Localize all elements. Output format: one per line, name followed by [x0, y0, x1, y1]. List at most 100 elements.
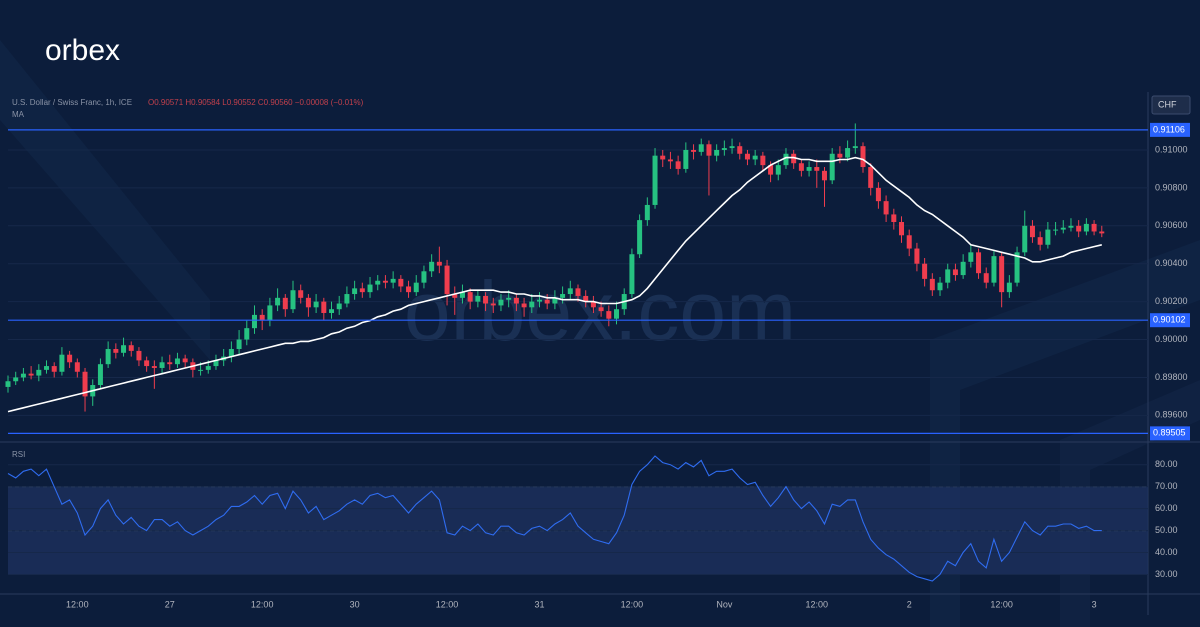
candle-body [891, 214, 897, 223]
candle-body [375, 280, 381, 285]
candle-body [698, 144, 704, 152]
candle-body [1060, 227, 1066, 230]
candle-body [1029, 225, 1035, 238]
candle-body [775, 165, 781, 175]
candle-body [390, 278, 396, 283]
candle-body [121, 345, 127, 353]
candle-body [1083, 223, 1089, 232]
y-tick-label: 0.89600 [1155, 410, 1188, 420]
candle-body [899, 222, 905, 236]
level-label: 0.89505 [1153, 428, 1186, 438]
candle-body [860, 146, 866, 168]
candle-body [167, 362, 173, 365]
candle-body [829, 153, 835, 181]
candle-body [845, 148, 851, 158]
candle-body [51, 366, 57, 372]
candle-body [821, 170, 827, 181]
candle-body [752, 155, 758, 160]
x-tick-label: 12:00 [806, 599, 829, 609]
x-tick-label: Nov [716, 599, 733, 609]
candle-body [151, 366, 157, 368]
candle-body [536, 299, 542, 302]
candle-body [868, 167, 874, 188]
candle-body [452, 294, 458, 298]
candle-body [352, 288, 358, 295]
level-label-box [1150, 313, 1190, 328]
x-tick-label: 12:00 [66, 599, 89, 609]
candle-body [59, 354, 65, 372]
candle-body [1014, 252, 1020, 283]
currency: CHF [1158, 99, 1177, 109]
candle-body [82, 371, 88, 397]
decor [0, 40, 210, 360]
brand-logo: orbex [45, 34, 120, 67]
candle-body [267, 305, 273, 321]
candle-body [544, 299, 550, 304]
candle-body [20, 373, 26, 378]
symbol-title: U.S. Dollar / Swiss Franc, 1h, ICE [12, 98, 132, 107]
x-tick-label: 31 [534, 599, 544, 609]
y-tick-label: 30.00 [1155, 569, 1178, 579]
candle-body [706, 144, 712, 156]
candle-body [421, 271, 427, 283]
candle-body [837, 153, 843, 158]
candle-body [729, 146, 735, 149]
candle-body [583, 295, 589, 302]
candle-body [74, 362, 80, 372]
candle-body [1022, 225, 1028, 253]
candle-body [814, 167, 820, 171]
candle-body [714, 149, 720, 156]
x-tick-label: 2 [907, 599, 912, 609]
candle-body [691, 149, 697, 152]
candle-body [914, 248, 920, 264]
candle-body [667, 159, 673, 162]
candle-body [560, 294, 566, 298]
candle-body [382, 280, 388, 283]
level-label-box [1150, 426, 1190, 441]
y-tick-label: 70.00 [1155, 481, 1178, 491]
candle-body [1006, 282, 1012, 293]
candle-body [367, 284, 373, 293]
series-line [7, 455, 1102, 582]
candle-body [413, 282, 419, 293]
candle-body [929, 278, 935, 291]
candle-body [290, 290, 296, 310]
candle-body [236, 339, 242, 350]
x-tick-label: 12:00 [251, 599, 274, 609]
candle-body [567, 288, 573, 295]
candle-body [575, 288, 581, 296]
y-tick-label: 0.91000 [1155, 144, 1188, 154]
level-label: 0.91106 [1153, 124, 1185, 134]
candle-body [937, 282, 943, 291]
candle-body [521, 303, 527, 308]
candle-body [275, 297, 281, 306]
y-tick-label: 0.90000 [1155, 334, 1188, 344]
candle-body [660, 155, 666, 160]
candle-body [36, 369, 42, 376]
currency-box [1151, 95, 1191, 115]
candle-body [228, 349, 234, 357]
candle-body [251, 314, 257, 329]
candle-body [398, 278, 404, 287]
candle-body [721, 148, 727, 150]
candle-body [205, 366, 211, 370]
y-tick-label: 0.90200 [1155, 296, 1188, 306]
watermark: orbex.com [404, 264, 796, 358]
candle-body [744, 153, 750, 160]
y-tick-label: 60.00 [1155, 503, 1178, 513]
candle-body [637, 220, 643, 255]
y-tick-label: 0.90600 [1155, 220, 1188, 230]
candle-body [960, 261, 966, 276]
candle-body [506, 297, 512, 300]
candle-body [213, 360, 219, 367]
candle-body [128, 345, 134, 351]
ma-label: MA [12, 110, 25, 119]
x-tick-label: 30 [350, 599, 360, 609]
candle-body [459, 292, 465, 298]
candle-body [1045, 229, 1051, 245]
candle-body [760, 155, 766, 166]
candle-body [490, 303, 496, 306]
candle-body [97, 364, 103, 386]
y-tick-label: 0.89800 [1155, 372, 1188, 382]
